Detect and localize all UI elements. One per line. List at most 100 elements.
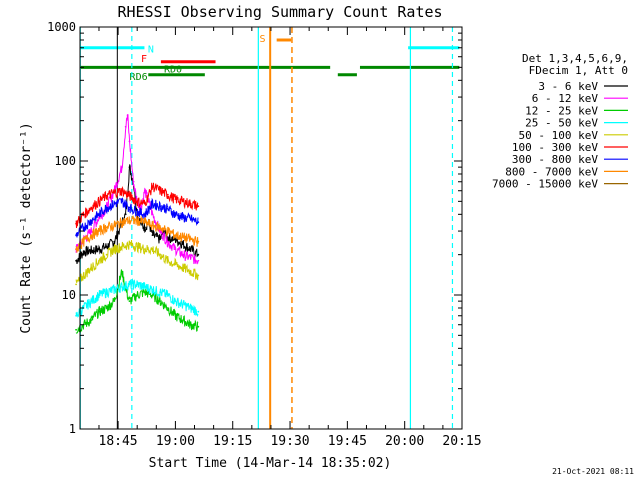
series-point: [136, 294, 139, 296]
series-point: [159, 253, 162, 256]
series-line: [75, 240, 199, 284]
series-point: [151, 288, 154, 291]
y-tick-label: 100: [54, 154, 76, 168]
series-point: [197, 259, 200, 262]
series-point: [136, 219, 139, 222]
legend-entry: 25 - 50 keV: [525, 117, 598, 130]
marker-label-rd0: RD0: [164, 65, 182, 76]
legend-header: FDecim 1, Att 0: [529, 64, 628, 77]
series-point: [143, 189, 146, 192]
series-point: [132, 180, 135, 183]
series-point: [189, 307, 192, 309]
series-point: [121, 221, 123, 224]
series-point: [105, 194, 108, 197]
series-point: [159, 291, 162, 294]
x-tick-label: 20:15: [442, 434, 481, 449]
series-point: [121, 270, 123, 273]
legend-header: Det 1,3,4,5,6,9,: [522, 52, 628, 65]
x-axis-label: Start Time (14-Mar-14 18:35:02): [149, 456, 392, 471]
series-point: [174, 238, 177, 241]
series-point: [182, 319, 184, 321]
series-point: [197, 310, 200, 313]
series-point: [159, 205, 162, 208]
series-point: [189, 238, 192, 241]
x-tick-label: 19:00: [156, 434, 195, 449]
series-point: [90, 234, 93, 237]
y-tick-label: 1: [69, 422, 76, 436]
series-point: [121, 166, 123, 169]
series-point: [113, 240, 116, 243]
legend-entry: 3 - 6 keV: [538, 80, 598, 93]
chart-title: RHESSI Observing Summary Count Rates: [117, 3, 442, 21]
marker-label-s: S: [259, 34, 265, 45]
series-point: [75, 283, 77, 286]
series-point: [197, 205, 200, 208]
series-point: [143, 202, 146, 205]
series-point: [189, 202, 192, 205]
marker-label-rd6: RD6: [130, 72, 148, 83]
series-point: [166, 307, 169, 309]
y-axis: 1 10 100 1000: [47, 20, 462, 436]
series-point: [75, 234, 77, 237]
series-point: [105, 245, 108, 248]
series-point: [189, 270, 192, 273]
series-point: [128, 194, 131, 197]
series-point: [121, 200, 123, 203]
series-point: [75, 222, 77, 225]
series-point: [166, 259, 169, 262]
series-point: [90, 300, 93, 302]
series-point: [82, 274, 85, 277]
series-point: [197, 221, 200, 224]
series-point: [143, 221, 146, 224]
series-point: [124, 213, 127, 216]
y-tick-label: 1000: [47, 20, 76, 34]
marker-layer: NF S RD0 RD6: [79, 27, 460, 429]
series-point: [182, 303, 184, 306]
series-point: [174, 213, 177, 216]
x-tick-label: 18:45: [99, 434, 138, 449]
legend: Det 1,3,4,5,6,9,FDecim 1, Att 0 3 - 6 keV…: [492, 52, 628, 191]
series-point: [174, 300, 177, 302]
y-tick-label: 10: [62, 288, 76, 302]
series-point: [143, 291, 146, 294]
footer-timestamp: 21-Oct-2021 08:11: [552, 467, 634, 476]
series-point: [98, 294, 100, 296]
series-point: [113, 191, 116, 194]
series-line: [75, 114, 199, 265]
series-point: [105, 206, 108, 209]
series-point: [189, 248, 192, 251]
x-tick-label: 20:00: [385, 434, 424, 449]
series-point: [147, 200, 150, 203]
series-point: [174, 198, 177, 201]
series-point: [124, 125, 127, 128]
series-point: [159, 300, 162, 302]
series-point: [82, 250, 85, 253]
series-point: [166, 193, 169, 196]
legend-entry: 300 - 800 keV: [512, 153, 598, 166]
series-point: [143, 213, 146, 216]
series-point: [128, 166, 131, 169]
series-point: [121, 189, 123, 192]
series-point: [126, 114, 129, 116]
series-point: [82, 240, 85, 243]
legend-entry: 800 - 7000 keV: [505, 165, 598, 178]
series-point: [197, 325, 200, 328]
series-point: [98, 230, 100, 233]
series-point: [159, 189, 162, 192]
series-point: [197, 253, 200, 256]
series-point: [151, 224, 154, 227]
series-point: [174, 314, 177, 317]
series-point: [151, 213, 154, 216]
series-line: [75, 278, 199, 318]
series-layer: [75, 114, 200, 334]
x-tick-label: 19:15: [213, 434, 252, 449]
series-point: [113, 288, 116, 291]
series-point: [128, 219, 131, 222]
series-point: [182, 253, 184, 256]
series-point: [90, 266, 93, 269]
series-point: [159, 226, 162, 229]
series-point: [75, 248, 77, 251]
x-axis: 18:45 19:00 19:15 19:30 19:45 20:00 20:15: [98, 27, 482, 449]
series-point: [98, 248, 100, 251]
series-point: [75, 314, 77, 317]
